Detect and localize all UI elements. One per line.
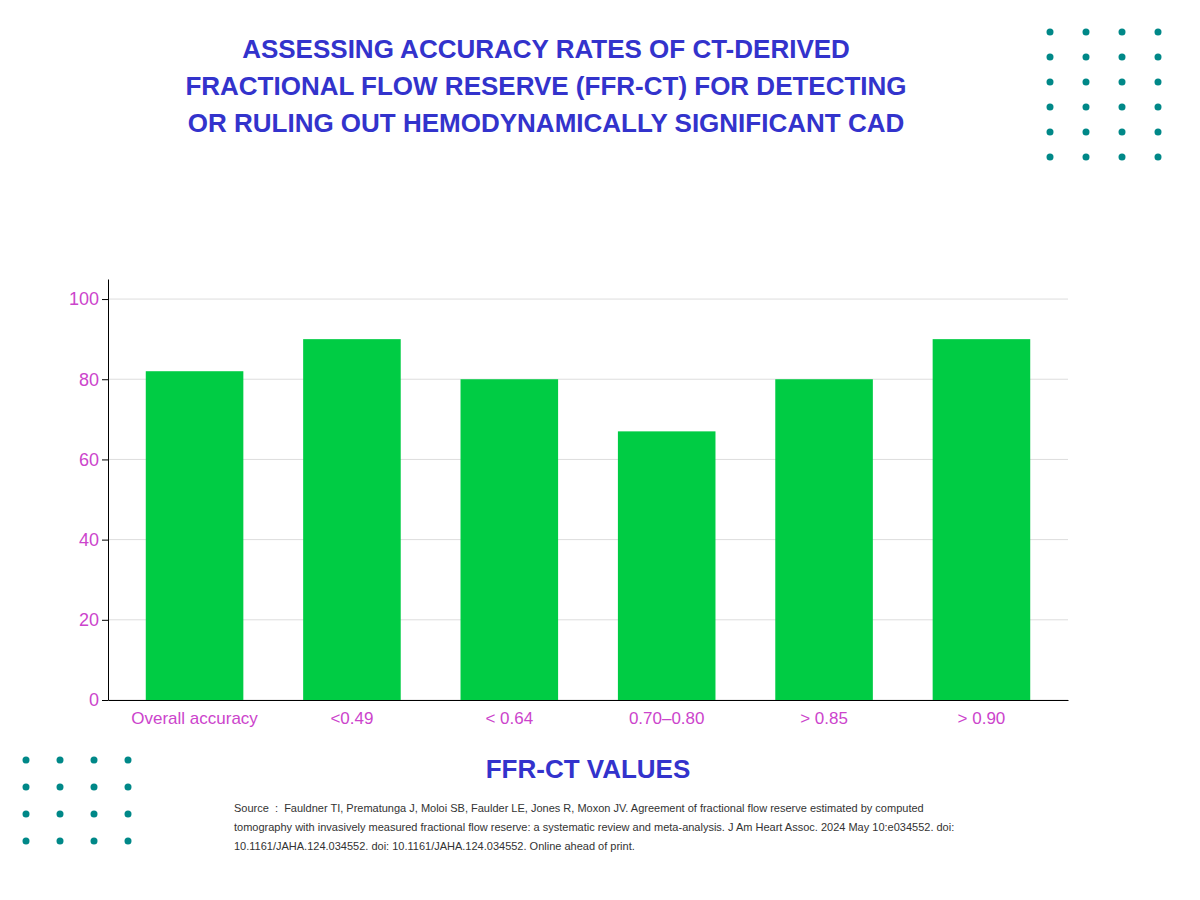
y-axis-line	[108, 280, 109, 701]
decorative-dot	[23, 757, 30, 764]
decorative-dot	[1155, 29, 1162, 36]
y-tick: 100	[69, 289, 108, 309]
decorative-dot	[1155, 129, 1162, 136]
x-tick-label: 0.70–0.80	[629, 709, 705, 728]
decorative-dot	[1047, 129, 1054, 136]
bar	[303, 339, 401, 700]
decorative-dot	[57, 757, 64, 764]
decorative-dot	[1155, 79, 1162, 86]
decorative-dot	[1119, 79, 1126, 86]
decorative-dot	[1083, 104, 1090, 111]
decorative-dot	[125, 784, 132, 791]
decorative-dot	[1083, 154, 1090, 161]
x-tick: <0.49	[330, 709, 373, 728]
source-line: Source : Fauldner TI, Prematunga J, Molo…	[234, 802, 924, 814]
grid-line	[108, 299, 1068, 300]
bar	[933, 339, 1031, 700]
source: Source : Fauldner TI, Prematunga J, Molo…	[234, 802, 954, 852]
grid-line	[108, 700, 1068, 701]
y-tick-label: 0	[89, 690, 99, 710]
x-tick: < 0.64	[485, 709, 533, 728]
y-tick: 20	[79, 610, 108, 630]
y-tick: 60	[79, 450, 108, 470]
decorative-dot	[91, 757, 98, 764]
decorative-dot	[1047, 29, 1054, 36]
y-tick-mark	[102, 379, 108, 380]
y-tick-mark	[102, 540, 108, 541]
y-tick-mark	[102, 459, 108, 460]
x-tick: 0.70–0.80	[629, 709, 705, 728]
y-tick-mark	[102, 299, 108, 300]
y-tick-label: 100	[69, 289, 99, 309]
y-tick-label: 60	[79, 450, 99, 470]
grid-line	[108, 379, 1068, 380]
y-tick: 40	[79, 530, 108, 550]
decorative-dot	[57, 784, 64, 791]
decorative-dot	[1047, 104, 1054, 111]
x-tick-label: Overall accuracy	[131, 709, 258, 728]
decorative-dot	[57, 838, 64, 845]
decorative-dot	[1083, 54, 1090, 61]
source-line: tomography with invasively measured frac…	[234, 821, 954, 833]
y-tick-label: 40	[79, 530, 99, 550]
decorative-dot	[1155, 54, 1162, 61]
y-axis: 0 20 40 60 80 100	[69, 280, 109, 711]
x-tick-label: > 0.90	[958, 709, 1006, 728]
decorative-dot	[1083, 79, 1090, 86]
decoration	[23, 29, 1162, 845]
decorative-dot	[1119, 154, 1126, 161]
decorative-dot	[23, 811, 30, 818]
decorative-dot	[125, 838, 132, 845]
x-tick: > 0.85	[800, 709, 848, 728]
x-axis: Overall accuracy <0.49 < 0.64 0.70–0.80 > 0.…	[109, 701, 1069, 729]
decorative-dot	[1155, 154, 1162, 161]
decorative-dot	[1119, 129, 1126, 136]
y-tick-mark	[102, 700, 108, 701]
grid	[108, 299, 1068, 700]
grid-line	[108, 459, 1068, 460]
decorative-dot	[1047, 54, 1054, 61]
x-tick-label: < 0.64	[485, 709, 533, 728]
bars	[146, 339, 1030, 700]
decorative-dot	[1119, 29, 1126, 36]
x-tick-label: <0.49	[330, 709, 373, 728]
decorative-dot	[57, 811, 64, 818]
y-tick-mark	[102, 620, 108, 621]
decorative-dot	[1047, 154, 1054, 161]
y-tick-label: 20	[79, 610, 99, 630]
decorative-dot	[1119, 54, 1126, 61]
decorative-dot	[1083, 29, 1090, 36]
decorative-dot	[1083, 129, 1090, 136]
decorative-dot	[1119, 104, 1126, 111]
title: ASSESSING ACCURACY RATES OF CT-DERIVEDFR…	[185, 34, 906, 138]
x-axis-line	[109, 700, 1069, 701]
x-tick: Overall accuracy	[131, 709, 258, 728]
decorative-dot	[125, 811, 132, 818]
decorative-dot	[1155, 104, 1162, 111]
grid-line	[108, 619, 1068, 620]
grid-line	[108, 539, 1068, 540]
decorative-dot	[1047, 79, 1054, 86]
y-tick-label: 80	[79, 369, 99, 389]
y-tick: 80	[79, 369, 108, 389]
chart: 0 20 40 60 80 100 Overall accuracy <0.49 < 0.64 0…	[0, 0, 1200, 900]
source-line: 10.1161/JAHA.124.034552. doi: 10.1161/JA…	[234, 840, 635, 852]
decorative-dot	[91, 838, 98, 845]
bar	[775, 379, 873, 700]
y-tick: 0	[89, 690, 108, 710]
decorative-dot	[91, 784, 98, 791]
decorative-dot	[91, 811, 98, 818]
bar	[618, 431, 716, 700]
x-tick: > 0.90	[958, 709, 1006, 728]
bar	[146, 371, 244, 700]
decorative-dot	[23, 838, 30, 845]
decorative-dot	[125, 757, 132, 764]
decorative-dot	[23, 784, 30, 791]
bar	[461, 379, 559, 700]
x-tick-label: > 0.85	[800, 709, 848, 728]
x-axis-title: FFR-CT VALUES	[486, 754, 691, 784]
